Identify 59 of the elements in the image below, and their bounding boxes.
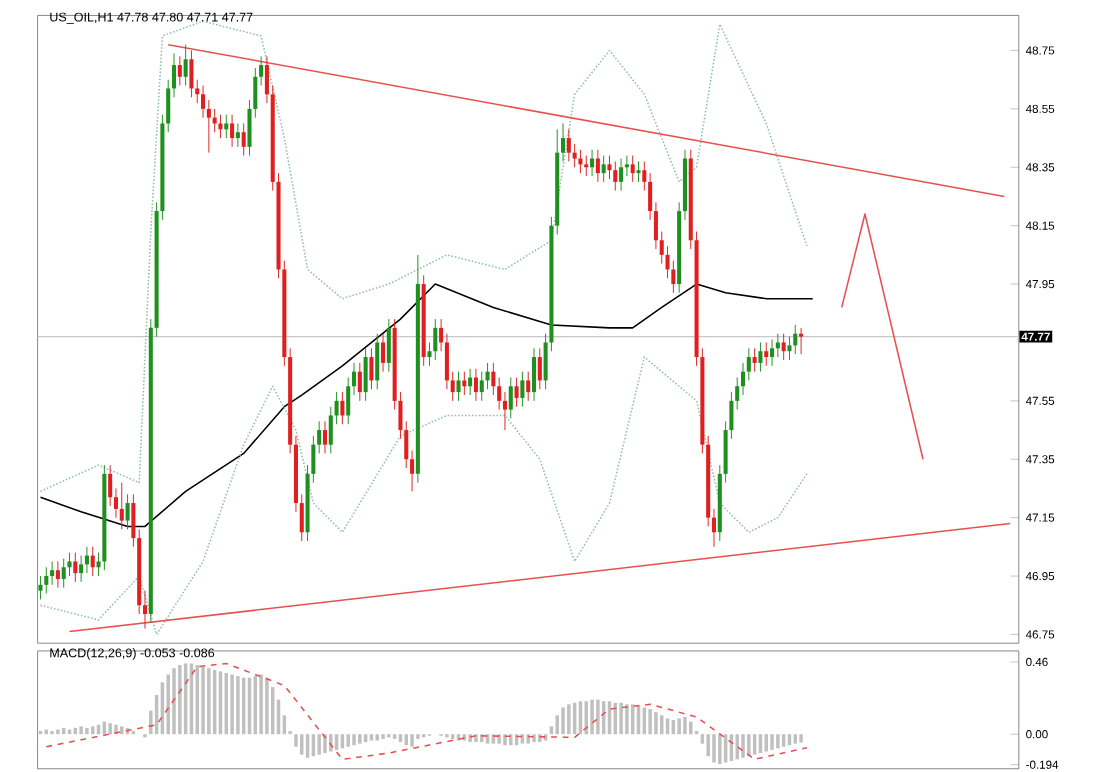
candlestick <box>491 362 496 396</box>
candlestick <box>781 332 786 361</box>
candlestick <box>514 376 519 407</box>
candlestick <box>90 546 95 577</box>
candlestick <box>433 318 438 361</box>
candlestick <box>508 376 513 419</box>
candlestick <box>636 160 641 183</box>
candlestick <box>799 327 804 355</box>
candlestick <box>218 113 223 139</box>
candlestick <box>340 391 345 425</box>
candlestick <box>787 335 792 361</box>
candlestick <box>79 554 84 583</box>
candlestick <box>630 154 635 183</box>
line-series <box>39 282 814 527</box>
candlestick <box>381 332 386 372</box>
candlestick <box>224 113 229 139</box>
candlestick <box>386 318 391 372</box>
candlestick <box>241 122 246 156</box>
candlestick <box>537 347 542 390</box>
candlestick <box>177 55 182 86</box>
candlestick <box>601 154 606 183</box>
candlestick <box>619 157 624 191</box>
candlestick <box>230 113 235 148</box>
candlestick <box>479 370 484 402</box>
candlestick <box>531 347 537 402</box>
candlestick <box>189 49 194 98</box>
candlestick <box>520 370 525 407</box>
candlestick <box>119 481 124 530</box>
candlestick <box>38 575 43 600</box>
candlestick <box>73 551 78 583</box>
line-series <box>39 20 808 492</box>
candlestick <box>473 367 478 402</box>
candlestick <box>613 160 618 191</box>
candlestick <box>375 332 380 390</box>
candlestick <box>793 324 798 355</box>
candlestick <box>55 560 60 588</box>
candlestick <box>369 347 374 390</box>
line-series <box>45 662 808 760</box>
candlestick <box>752 347 757 372</box>
candlestick <box>764 341 769 366</box>
candlestick <box>456 370 461 402</box>
candlestick <box>235 122 240 148</box>
candlestick <box>44 566 49 594</box>
candlestick <box>322 420 328 454</box>
candlestick <box>125 493 130 530</box>
candlestick <box>363 347 368 402</box>
line-series <box>39 355 808 635</box>
candlestick <box>595 148 600 183</box>
candlestick <box>183 43 188 86</box>
candlestick <box>572 143 577 168</box>
candlestick <box>357 362 362 402</box>
candlestick <box>584 154 589 177</box>
candlestick <box>770 338 775 366</box>
candlestick <box>758 341 763 372</box>
candlestick <box>61 557 66 588</box>
candlestick <box>775 332 780 358</box>
candlestick <box>566 128 571 162</box>
candlestick <box>526 370 531 402</box>
candlestick <box>462 370 467 396</box>
